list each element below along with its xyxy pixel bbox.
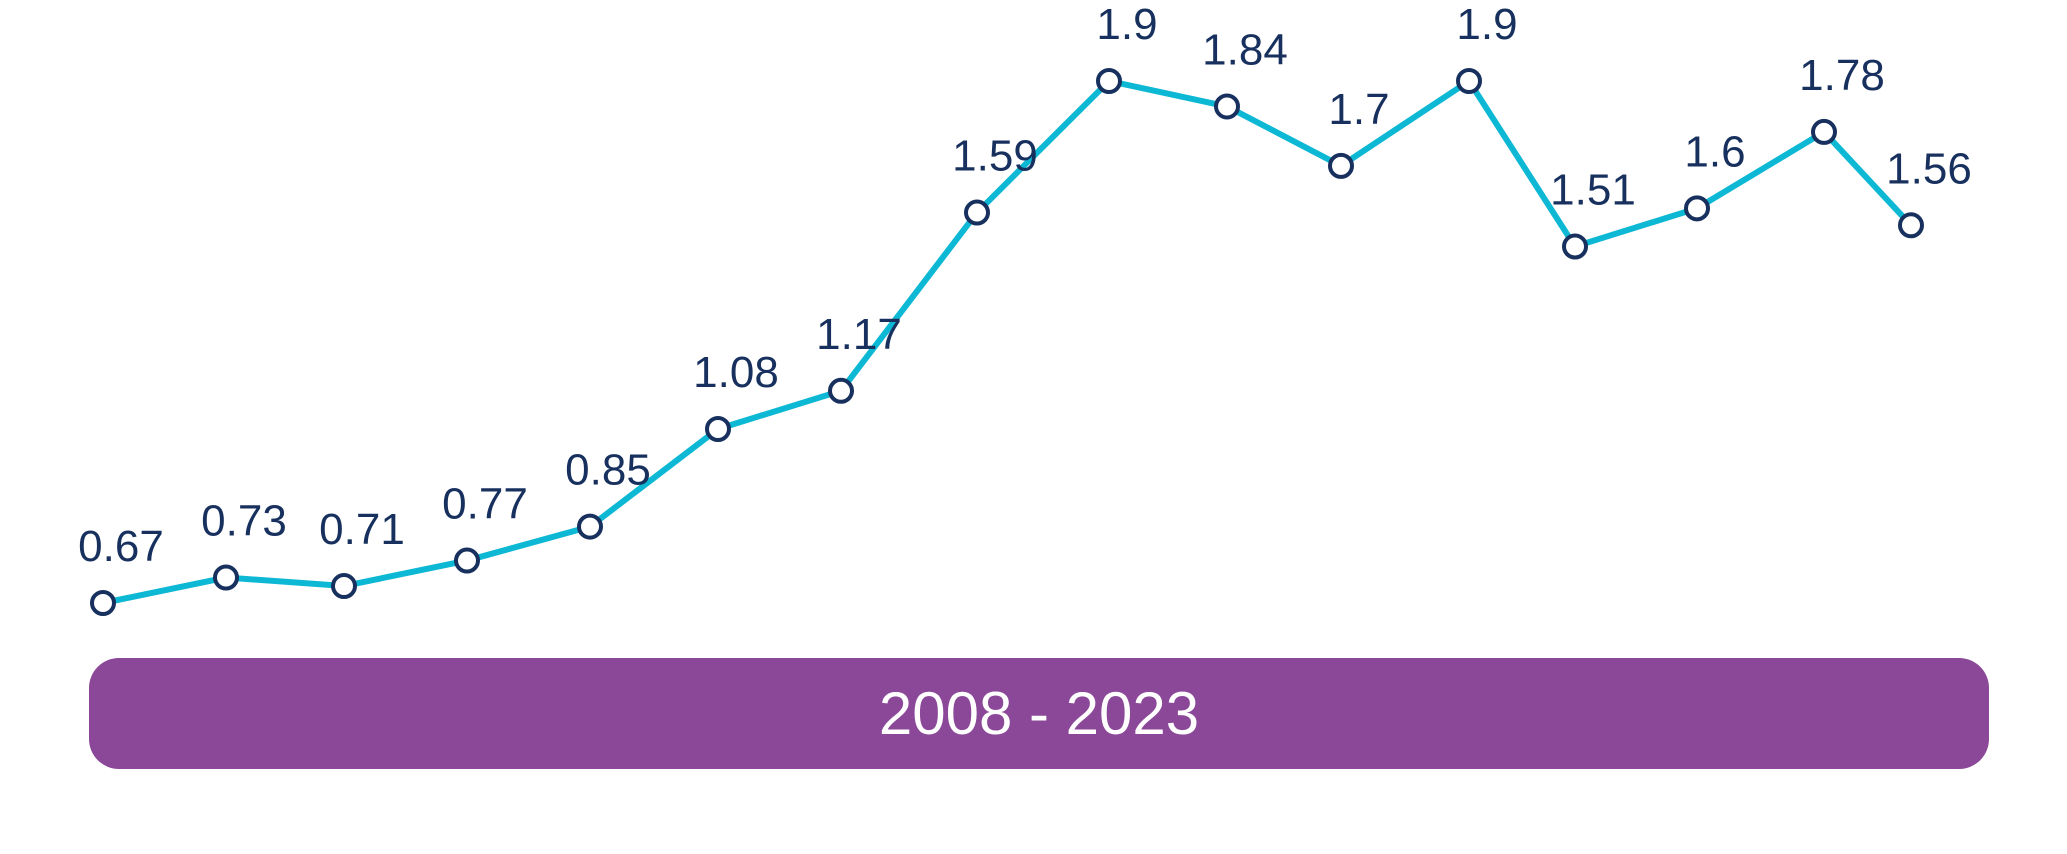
data-label: 0.73	[201, 497, 287, 546]
data-point	[1811, 118, 1837, 145]
data-point	[705, 416, 731, 442]
data-point	[213, 564, 239, 591]
data-point	[577, 513, 603, 540]
data-label: 1.9	[1096, 0, 1157, 49]
data-point	[1214, 93, 1240, 120]
data-label: 1.7	[1328, 85, 1389, 134]
data-point	[1456, 68, 1482, 94]
labels-layer: 0.67 0.73 0.71 0.77 0.85 1.08 1.17 1.59 1.9 1.84 1…	[78, 0, 1972, 571]
period-bar: 2008 - 2023	[89, 658, 1989, 769]
data-point	[331, 573, 357, 600]
data-label: 1.08	[693, 348, 779, 397]
data-label: 1.9	[1456, 0, 1517, 49]
data-label: 1.78	[1799, 51, 1885, 100]
data-label: 1.84	[1202, 25, 1288, 74]
data-point	[1096, 68, 1122, 94]
data-label: 1.17	[816, 310, 902, 359]
series-line-layer	[102, 76, 1914, 606]
data-label: 0.67	[78, 522, 164, 571]
data-label: 1.51	[1550, 166, 1636, 215]
data-point	[1898, 212, 1924, 239]
data-point	[454, 547, 480, 574]
period-label: 2008 - 2023	[878, 679, 1200, 747]
markers-layer	[90, 68, 1924, 616]
data-label: 1.6	[1684, 127, 1745, 176]
data-point	[964, 199, 990, 226]
data-point	[828, 377, 854, 404]
data-label: 1.59	[952, 132, 1038, 181]
data-point	[1328, 152, 1354, 179]
line-chart: 0.67 0.73 0.71 0.77 0.85 1.08 1.17 1.59 1.9 1.84 1…	[78, 0, 1972, 616]
data-point	[1562, 233, 1588, 260]
data-label: 0.85	[565, 446, 651, 495]
data-label: 1.56	[1886, 144, 1972, 193]
data-point	[1684, 195, 1710, 222]
series-line	[102, 76, 1914, 606]
data-label: 0.71	[319, 505, 405, 554]
data-label: 0.77	[442, 480, 528, 529]
data-point	[90, 590, 116, 616]
